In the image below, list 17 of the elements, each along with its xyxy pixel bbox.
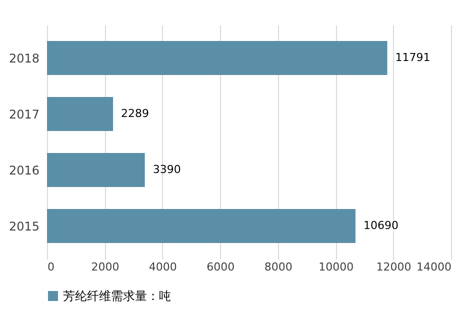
- x-tick-label: 6000: [206, 260, 235, 274]
- x-tick-label: 8000: [264, 260, 292, 274]
- y-tick-label: 2016: [8, 164, 40, 178]
- data-label: 10690: [363, 219, 398, 232]
- legend-label: 芳纶纤维需求量：吨: [63, 289, 171, 303]
- y-tick-label: 2018: [8, 52, 40, 66]
- x-tick-label: 12000: [376, 260, 412, 274]
- x-tick-label: 10000: [318, 260, 354, 274]
- y-tick-label: 2017: [8, 108, 40, 122]
- x-tick-label: 2000: [91, 260, 120, 274]
- data-label: 2289: [121, 107, 150, 120]
- y-tick-label: 2015: [8, 220, 40, 234]
- x-tick-label: 14000: [416, 260, 452, 274]
- data-label: 11791: [395, 51, 430, 64]
- x-tick-label: 4000: [148, 260, 177, 274]
- x-tick-label: 0: [48, 260, 54, 274]
- data-label: 3390: [152, 163, 181, 176]
